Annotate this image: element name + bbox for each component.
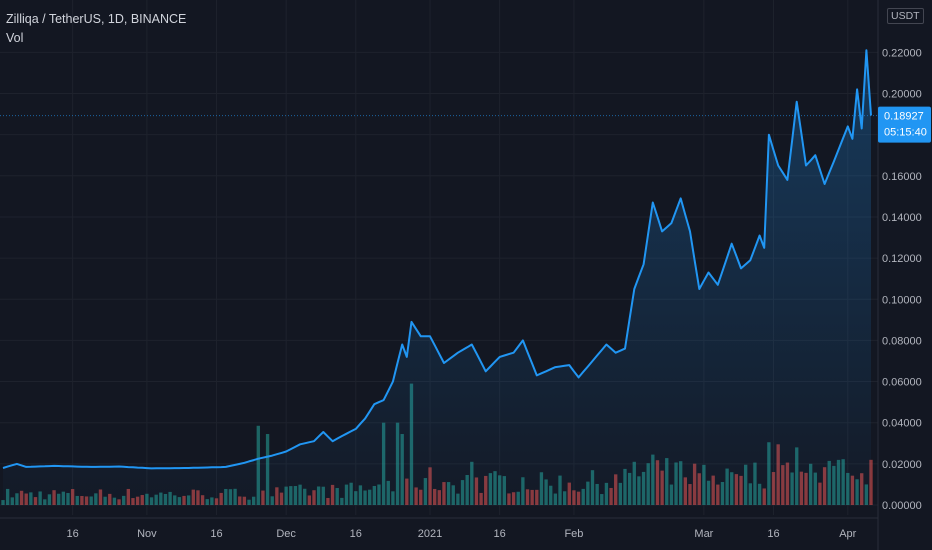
price-axis[interactable]: 0.00000 0.02000 0.04000 0.06000 0.08000 0.100… (877, 0, 922, 550)
y-tick-label: 0.04000 (882, 418, 922, 430)
x-tick-label: 16 (767, 528, 779, 540)
x-tick-label: Apr (839, 528, 856, 540)
y-tick-label: 0.20000 (882, 89, 922, 101)
volume-legend[interactable]: Vol (6, 31, 24, 45)
x-tick-label: 16 (210, 528, 222, 540)
y-tick-label: 0.14000 (882, 212, 922, 224)
price-line (2, 49, 872, 470)
x-tick-label: Nov (137, 528, 157, 540)
x-tick-label: Dec (276, 528, 296, 540)
y-tick-label: 0.22000 (882, 47, 922, 59)
last-price-value: 0.18927 (884, 111, 924, 123)
x-tick-label: 16 (67, 528, 79, 540)
x-tick-label: Mar (694, 528, 713, 540)
price-area-fill (3, 50, 871, 506)
bar-countdown: 05:15:40 (884, 127, 927, 139)
y-tick-label: 0.06000 (882, 377, 922, 389)
last-price-label (878, 106, 931, 143)
x-tick-label: Feb (564, 528, 583, 540)
chart-legend: Zilliqa / TetherUS, 1D, BINANCE Vol (6, 10, 186, 48)
last-price-marker: 0.18927 05:15:40 (0, 106, 931, 143)
symbol-title[interactable]: Zilliqa / TetherUS, 1D, BINANCE (6, 12, 187, 26)
price-area (2, 49, 872, 506)
y-tick-label: 0.12000 (882, 253, 922, 265)
currency-unit-badge[interactable]: USDT (887, 8, 924, 24)
x-tick-label: 2021 (418, 528, 442, 540)
y-tick-label: 0.16000 (882, 171, 922, 183)
time-axis[interactable]: 16 Nov 16 Dec 16 2021 16 Feb Mar 16 Apr (0, 517, 878, 540)
x-tick-label: 16 (350, 528, 362, 540)
y-tick-label: 0.00000 (882, 500, 922, 512)
y-tick-label: 0.10000 (882, 294, 922, 306)
x-tick-label: 16 (494, 528, 506, 540)
y-tick-label: 0.02000 (882, 459, 922, 471)
y-tick-label: 0.08000 (882, 335, 922, 347)
